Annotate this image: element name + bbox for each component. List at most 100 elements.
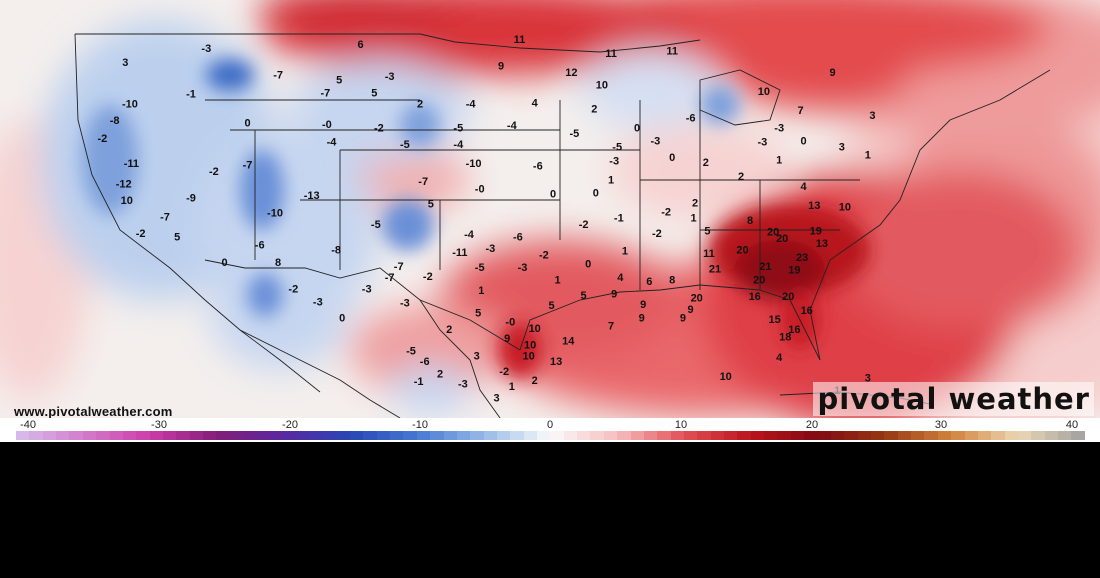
anomaly-value: 8 xyxy=(275,257,281,269)
anomaly-value: -10 xyxy=(122,99,138,111)
anomaly-value: 6 xyxy=(646,276,652,288)
anomaly-value: 2 xyxy=(703,157,709,169)
colorbar-swatch xyxy=(991,431,1005,440)
anomaly-value: 19 xyxy=(810,225,822,237)
colorbar-swatch xyxy=(390,431,404,440)
anomaly-value: -10 xyxy=(267,208,283,220)
colorbar-swatch xyxy=(189,431,204,440)
anomaly-value: 2 xyxy=(532,375,538,387)
colorbar-swatch xyxy=(804,431,818,440)
anomaly-value: 0 xyxy=(669,152,675,164)
anomaly-value: 3 xyxy=(493,393,499,405)
colorbar-swatch xyxy=(229,431,244,440)
anomaly-value: 8 xyxy=(747,215,753,227)
colorbar-swatch xyxy=(871,431,885,440)
anomaly-value: -4 xyxy=(466,99,477,111)
anomaly-value: -7 xyxy=(273,70,283,82)
anomaly-value: 12 xyxy=(565,67,577,79)
anomaly-value: 10 xyxy=(121,195,133,207)
anomaly-value: 23 xyxy=(796,252,808,264)
colorbar-swatch xyxy=(510,431,524,440)
colorbar-swatch xyxy=(550,431,564,440)
colorbar-swatch xyxy=(243,431,257,440)
anomaly-value: 11 xyxy=(666,46,678,58)
anomaly-value: 2 xyxy=(591,104,597,116)
empty-area xyxy=(0,442,1100,578)
colorbar-swatch xyxy=(817,431,831,440)
anomaly-value: -3 xyxy=(651,135,661,147)
anomaly-value: -1 xyxy=(414,376,424,388)
anomaly-value: 10 xyxy=(522,351,534,363)
anomaly-value: -3 xyxy=(458,379,468,391)
colorbar-swatch xyxy=(777,431,791,440)
anomaly-value: -6 xyxy=(420,356,430,368)
anomaly-value: -11 xyxy=(124,158,139,170)
anomaly-value: 1 xyxy=(608,175,614,187)
anomaly-value: 20 xyxy=(776,233,788,245)
state-line-1 xyxy=(205,99,641,290)
anomaly-value: -5 xyxy=(570,128,580,140)
colorbar-swatch xyxy=(443,431,457,440)
anomaly-value: -0 xyxy=(322,119,332,131)
anomaly-value: 10 xyxy=(529,323,541,335)
colorbar-tick: 20 xyxy=(805,419,819,431)
anomaly-value: 13 xyxy=(816,238,828,250)
colorbar-swatch xyxy=(109,431,123,440)
anomaly-value: 4 xyxy=(776,352,783,364)
anomaly-value: -2 xyxy=(374,123,384,135)
colorbar-swatch xyxy=(710,431,725,440)
colorbar-swatch xyxy=(203,431,217,440)
anomaly-value: -4 xyxy=(327,137,338,149)
anomaly-value: 10 xyxy=(839,201,851,213)
anomaly-value: 5 xyxy=(475,308,481,320)
anomaly-value: -0 xyxy=(505,317,515,329)
colorbar-swatch xyxy=(416,431,431,440)
anomaly-value: 8 xyxy=(669,275,675,287)
anomaly-value: 9 xyxy=(498,61,504,73)
anomaly-value: -13 xyxy=(304,190,320,202)
anomaly-value: -7 xyxy=(321,87,331,99)
anomaly-value: -2 xyxy=(539,249,549,261)
colorbar-swatch xyxy=(764,431,778,440)
anomaly-value: 20 xyxy=(753,275,765,287)
colorbar-swatch xyxy=(924,431,938,440)
anomaly-value: -6 xyxy=(513,232,523,244)
anomaly-value: 20 xyxy=(736,244,748,256)
anomaly-value: -2 xyxy=(579,219,589,231)
anomaly-value: -4 xyxy=(453,139,464,151)
anomaly-value: -1 xyxy=(614,213,624,225)
anomaly-value: 5 xyxy=(428,199,434,211)
anomaly-value: -3 xyxy=(609,156,619,168)
colorbar-swatch xyxy=(523,431,538,440)
anomaly-value: -7 xyxy=(160,211,170,223)
anomaly-value: -7 xyxy=(385,272,395,284)
colorbar-swatch xyxy=(683,431,698,440)
anomaly-value: 11 xyxy=(703,248,715,260)
colorbar-swatch xyxy=(1031,431,1045,440)
anomaly-value: -4 xyxy=(464,229,475,241)
anomaly-value: -5 xyxy=(406,346,416,358)
anomaly-value: 10 xyxy=(720,371,732,383)
anomaly-value: -7 xyxy=(418,176,428,188)
anomaly-value: 5 xyxy=(174,232,180,244)
anomaly-value: 0 xyxy=(222,257,228,269)
colorbar-swatch xyxy=(750,431,765,440)
anomaly-value: -2 xyxy=(423,271,433,283)
colorbar-swatch xyxy=(336,431,350,440)
colorbar-swatch xyxy=(1004,431,1018,440)
colorbar-swatch xyxy=(897,431,912,440)
anomaly-value: 0 xyxy=(593,187,599,199)
colorbar-swatch xyxy=(537,431,551,440)
colorbar-swatch xyxy=(643,431,658,440)
anomaly-value: -9 xyxy=(186,192,196,204)
anomaly-value: -6 xyxy=(533,161,543,173)
colorbar-swatch xyxy=(617,431,631,440)
anomaly-value: 19 xyxy=(788,265,800,277)
colorbar-swatch xyxy=(56,431,70,440)
us-canada-border xyxy=(75,33,701,53)
anomaly-value: -2 xyxy=(209,166,219,178)
colorbar-swatch xyxy=(29,431,43,440)
colorbar-tick: -30 xyxy=(151,419,167,431)
colorbar-swatch xyxy=(670,431,684,440)
